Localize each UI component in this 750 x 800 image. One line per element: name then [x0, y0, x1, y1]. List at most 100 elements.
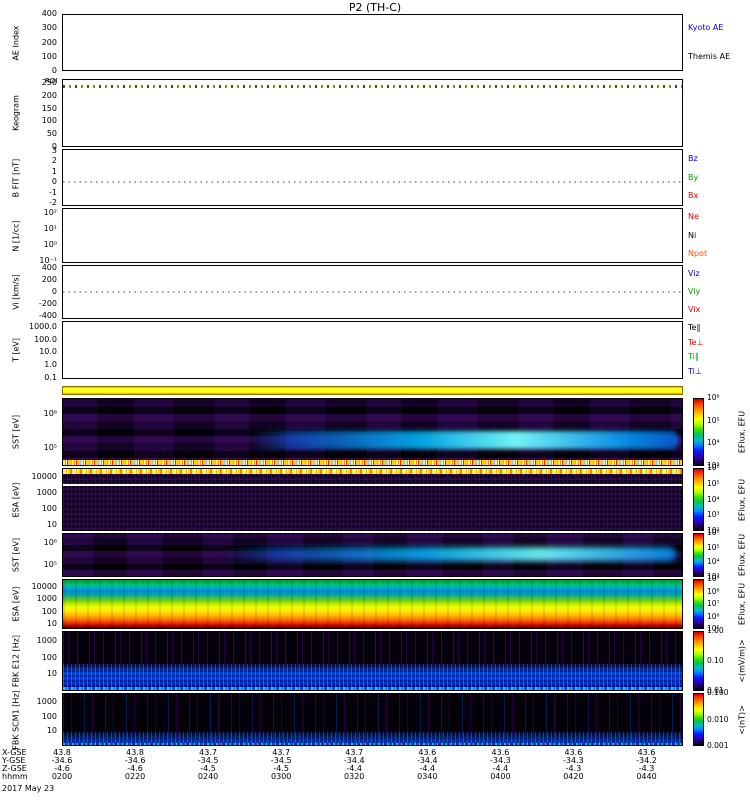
plot-area-ae: [62, 14, 683, 71]
y-tick-label: 1: [51, 166, 57, 176]
y-tick-label: 100: [41, 652, 57, 662]
spectrogram-esa-ions: [62, 468, 683, 531]
y-tick-label: 0: [51, 287, 57, 296]
y-tick-label: 10000: [31, 472, 57, 482]
footer-row-label-hhmm: hhmm: [2, 772, 28, 781]
colorbar-tick-label: 10⁵: [707, 542, 720, 552]
panel-esa-ions: ESA [eV] EFlux, EFU 10000 1000 100 10 10⁶ 10⁵…: [0, 464, 750, 535]
y-tick-label: 0.1: [44, 372, 57, 382]
y-tick-label: 3: [51, 146, 57, 156]
y-tick-label: 10: [46, 669, 57, 679]
colorbar-tick-label: 10⁷: [707, 599, 720, 608]
colorbar-label-esa-ions: EFlux, EFU: [737, 478, 747, 521]
series-label: Ni: [688, 230, 697, 240]
colorbar-esa-electrons: [693, 579, 704, 629]
y-tick-label: 400: [41, 263, 57, 273]
colorbar-tick-label: 10²: [707, 526, 720, 535]
colorbar-label-fbk-b: <(nT)>: [737, 704, 747, 735]
colorbar-tick-label: 0.010: [707, 714, 729, 724]
date-label: 2017 May 23: [2, 784, 55, 793]
sst-ion-flux-band: [248, 431, 679, 450]
series-label: Te∥: [688, 323, 701, 333]
footer-row-label-xgse: X-GSE: [2, 748, 27, 757]
panel-keogram: Keogram ROI 250 200 150 100 50 0: [0, 77, 750, 151]
esa-electron-noise: [63, 580, 682, 628]
esa-ion-gap-line: [63, 483, 682, 486]
y-tick-label: 200: [41, 90, 57, 100]
series-label: Bz: [688, 153, 698, 163]
footer-row-labels: X-GSE Y-GSE Z-GSE hhmm: [2, 749, 28, 781]
colorbar-fbk-b: [693, 693, 704, 746]
time-tick-column: 43.8 -34.6 -4.6 0200: [51, 748, 73, 781]
colorbar-label-sst-ions: EFlux, EFU: [737, 410, 747, 454]
colorbar-tick-label: 0.01: [707, 686, 724, 695]
y-tick-label: 400: [41, 9, 57, 18]
y-tick-label: 2: [51, 156, 57, 166]
series-label: Te⊥: [688, 337, 704, 347]
panel-yellow-band: [0, 386, 750, 395]
y-axis-label-keogram: Keogram: [11, 95, 21, 131]
colorbar-tick-label: 10⁵: [707, 415, 720, 425]
panel-sst-ions: SST [eV] EFlux, EFU 10⁶ 10⁵ 10⁶ 10⁵ 10⁴ 10³: [0, 394, 750, 470]
y-tick-label: 100: [41, 116, 57, 126]
y-tick-label: 10⁰: [43, 240, 57, 250]
y-tick-label: 100: [41, 711, 57, 721]
colorbar-tick-label: 10³: [707, 572, 720, 581]
y-tick-label: 10: [46, 619, 57, 629]
sst-electron-flux-band: [223, 546, 676, 561]
y-tick-label: 1000: [36, 594, 57, 604]
spectrogram-esa-electrons: [62, 579, 683, 629]
plot-area-temperature: [62, 321, 683, 379]
panel-ae-index: AE Index 400 300 200 100 0 Kyoto AE Themis AE: [0, 10, 750, 75]
panel-b-fit: B FIT [nT] 3 2 1 0 -1 -2 Bz By Bx: [0, 146, 750, 207]
series-label: Vix: [688, 304, 701, 314]
series-label: Ti⊥: [688, 366, 702, 376]
y-tick-label: 10¹: [43, 224, 57, 234]
colorbar-label-fbk-e: <(mV/m)>: [737, 639, 747, 683]
series-label: Ne: [688, 212, 699, 222]
spectrogram-sst-ions: [62, 398, 683, 466]
y-tick-label: 10: [46, 726, 57, 736]
y-tick-label: 100: [41, 606, 57, 616]
y-tick-label: 1.0: [44, 360, 57, 370]
y-tick-label: 100: [41, 503, 57, 513]
y-tick-label: 0: [51, 66, 57, 75]
spectrogram-sst-electrons: [62, 533, 683, 577]
colorbar-tick-label: 0.100: [707, 688, 729, 697]
y-tick-label: 50: [46, 129, 57, 139]
y-tick-label: -200: [38, 298, 57, 308]
time-tick-column: 43.7 -34.4 -4.4 0320: [343, 748, 365, 781]
panel-sst-electrons: SST [eV] EFlux, EFU 10⁶ 10⁵ 10⁶ 10⁵ 10⁴ 10³: [0, 529, 750, 581]
y-tick-label: 10⁵: [43, 560, 57, 570]
colorbar-label-esa-electrons: EFlux, EFU: [737, 582, 747, 626]
series-label: Ti∥: [688, 352, 699, 362]
fbk-b-bottom-line: [63, 742, 682, 745]
colorbar-tick-label: 10⁶: [707, 611, 720, 621]
y-tick-label: 10⁶: [43, 538, 57, 548]
series-label: Viz: [688, 269, 700, 278]
saturated-yellow-band: [62, 386, 683, 395]
colorbar-tick-label: 10⁸: [707, 586, 720, 596]
spectrogram-fbk-b: [62, 693, 683, 746]
y-tick-label: 0: [51, 142, 57, 151]
time-tick-column: 43.6 -34.4 -4.4 0340: [416, 748, 438, 781]
density-line-chart: [63, 209, 682, 262]
time-tick-column: 43.7 -34.5 -4.5 0300: [270, 748, 292, 781]
colorbar-sst-electrons: [693, 533, 704, 577]
series-label: Bx: [688, 191, 699, 201]
bfit-line-chart: [63, 150, 682, 205]
panel-velocity: Vi [km/s] 400 200 0 -200 -400 Viz Viy Vix: [0, 263, 750, 320]
y-tick-label: 1000: [36, 488, 57, 498]
series-label: By: [688, 172, 699, 182]
time-axis-footer: X-GSE Y-GSE Z-GSE hhmm 43.8 -34.6 -4.6 0200…: [0, 749, 750, 799]
roi-annotation: ROI: [45, 77, 58, 85]
series-label: Themis AE: [688, 51, 731, 61]
panel-temperature: T [eV] 1000.0 100.0 10.0 1.0 0.1 Te∥ Te⊥ Ti∥ Ti⊥: [0, 321, 750, 382]
series-label: Kyoto AE: [688, 23, 724, 33]
colorbar-tick-label: 10³: [707, 510, 720, 520]
panel-fbk-b: FBK SCM1 [Hz] <(nT)> 1000 100 10 0.100 0.010…: [0, 689, 750, 750]
colorbar-tick-label: 10⁶: [707, 528, 720, 537]
y-tick-label: -2: [49, 197, 57, 207]
y-tick-label: -400: [38, 310, 57, 320]
